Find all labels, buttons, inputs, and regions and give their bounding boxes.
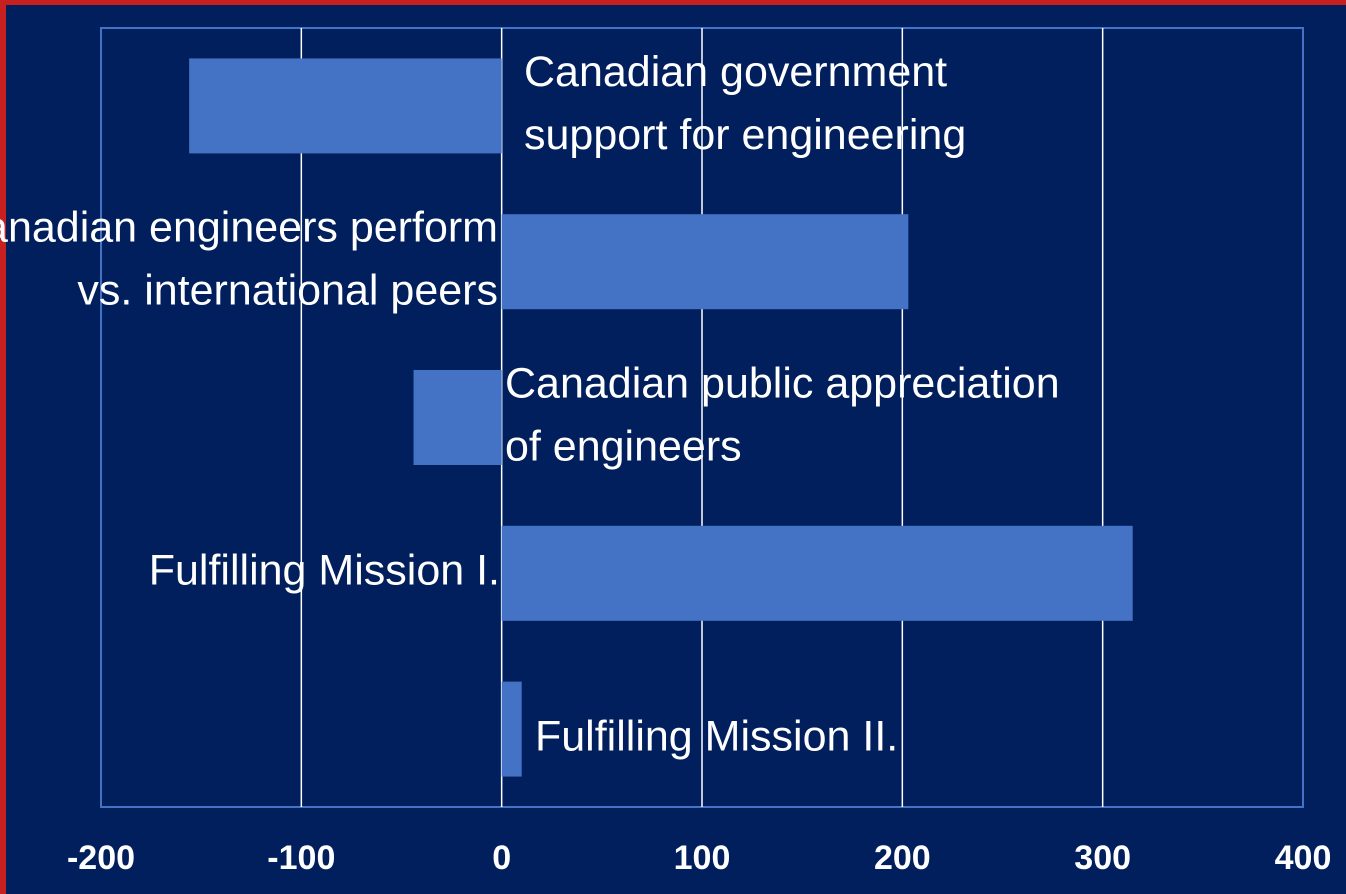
category-label: Canadian engineers perform (0, 204, 498, 252)
bar (501, 681, 522, 777)
left-border (0, 0, 6, 894)
bar (501, 525, 1133, 621)
category-label: Canadian government (524, 48, 947, 96)
category-label: Fulfilling Mission I. (149, 547, 500, 595)
category-label: Fulfilling Mission II. (535, 712, 898, 760)
category-label: support for engineering (524, 111, 966, 159)
x-tick-label: 300 (1074, 839, 1131, 877)
bar (189, 58, 502, 154)
category-label: of engineers (505, 422, 742, 470)
category-label: vs. international peers (77, 267, 498, 315)
x-tick-label: -200 (67, 839, 135, 877)
x-tick-label: 0 (492, 839, 511, 877)
x-tick-label: 200 (874, 839, 931, 877)
x-tick-label: 400 (1275, 839, 1332, 877)
bar (501, 214, 909, 310)
bar (413, 370, 502, 465)
category-label: Canadian public appreciation (505, 359, 1060, 407)
x-tick-label: -100 (267, 839, 335, 877)
top-border (0, 0, 1346, 5)
x-tick-label: 100 (674, 839, 731, 877)
